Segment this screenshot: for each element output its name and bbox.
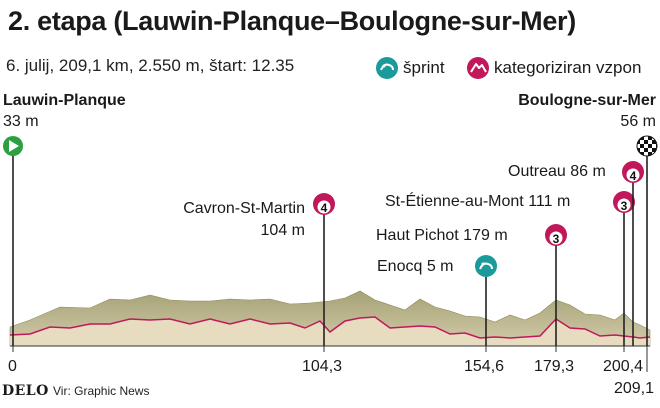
climb-label-st-etienne: St-Étienne-au-Mont 111 m bbox=[385, 193, 571, 210]
climb-altitude-st-etienne: 111 m bbox=[528, 193, 571, 210]
climb-marker-outreau: 4 bbox=[622, 161, 644, 346]
legend-climb-label: kategoriziran vzpon bbox=[494, 58, 642, 77]
finish-altitude: 56 m bbox=[620, 113, 656, 130]
climb-name-cavron: Cavron-St-Martin bbox=[183, 200, 305, 217]
climb-label-outreau: Outreau 86 m bbox=[508, 163, 606, 180]
climb-altitude-outreau: 86 m bbox=[570, 163, 606, 180]
source-credit: Vir: Graphic News bbox=[53, 384, 150, 398]
climb-label-haut-pichot: Haut Pichot 179 m bbox=[376, 227, 508, 244]
climb-category-outreau: 4 bbox=[630, 169, 637, 183]
climb-altitude-haut-pichot: 179 m bbox=[463, 227, 508, 244]
elevation-line bbox=[9, 316, 651, 339]
km-label-st-etienne: 200,4 bbox=[603, 358, 644, 375]
km-label-haut-pichot: 179,3 bbox=[534, 358, 575, 375]
climb-marker-haut-pichot: 3 bbox=[545, 224, 567, 346]
km-label-finish: 209,1 bbox=[613, 380, 654, 397]
climb-category-haut-pichot: 3 bbox=[553, 232, 560, 246]
sprint-marker-enocq bbox=[475, 255, 497, 346]
page-title: 2. etapa (Lauwin-Planque–Boulogne-sur-Me… bbox=[8, 6, 576, 36]
finish-marker bbox=[636, 135, 658, 346]
start-altitude: 33 m bbox=[3, 113, 39, 130]
finish-name: Boulogne-sur-Mer bbox=[518, 92, 656, 109]
start-marker bbox=[3, 136, 23, 346]
km-ticks bbox=[12, 346, 648, 372]
climb-marker-st-etienne: 3 bbox=[613, 191, 635, 346]
sprint-icon bbox=[376, 57, 398, 79]
legend-sprint-label: šprint bbox=[403, 58, 445, 77]
km-label-cavron: 104,3 bbox=[302, 358, 343, 375]
km-label-start: 0 bbox=[8, 358, 17, 375]
sprint-name-enocq: Enocq 5 m bbox=[377, 258, 454, 275]
climb-category-cavron: 4 bbox=[321, 201, 328, 215]
elevation-terrain-body bbox=[10, 317, 650, 346]
publisher-logo: DELO bbox=[2, 383, 49, 399]
climb-marker-cavron: 4 bbox=[313, 193, 335, 346]
start-name: Lauwin-Planque bbox=[3, 92, 126, 109]
stage-subtitle: 6. julij, 209,1 km, 2.550 m, štart: 12.3… bbox=[6, 56, 295, 75]
climb-category-st-etienne: 3 bbox=[621, 199, 628, 213]
climb-altitude-cavron: 104 m bbox=[260, 222, 305, 239]
climb-icon bbox=[467, 57, 489, 79]
sprint-altitude-enocq: 5 m bbox=[426, 258, 454, 275]
km-label-enocq: 154,6 bbox=[464, 358, 505, 375]
